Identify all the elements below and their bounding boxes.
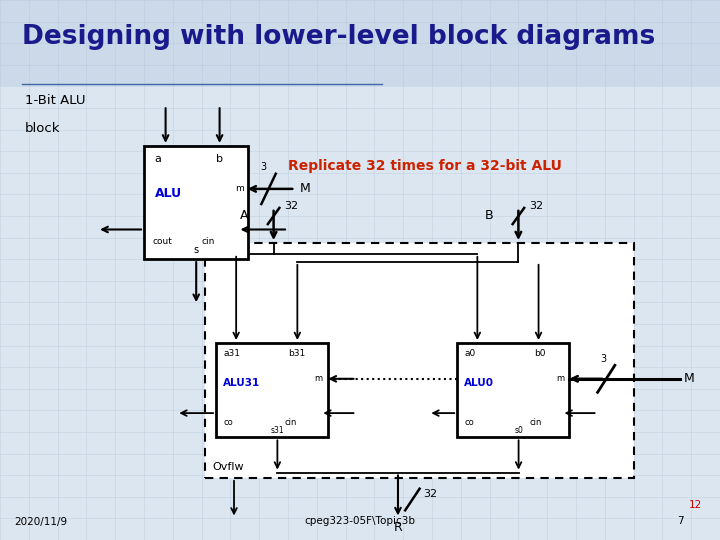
Text: m: m: [315, 374, 323, 383]
Text: b31: b31: [288, 349, 305, 359]
Text: 3: 3: [600, 354, 607, 364]
Text: 3: 3: [260, 161, 266, 172]
Text: cin: cin: [529, 417, 541, 427]
Text: Ovflw: Ovflw: [212, 462, 244, 472]
Text: M: M: [684, 372, 695, 386]
Text: s31: s31: [271, 426, 284, 435]
Text: ALU31: ALU31: [223, 377, 261, 388]
Text: 12: 12: [689, 500, 702, 510]
Text: A: A: [240, 210, 248, 222]
Text: Replicate 32 times for a 32-bit ALU: Replicate 32 times for a 32-bit ALU: [288, 159, 562, 173]
Bar: [205, 243, 634, 478]
Text: co: co: [464, 417, 474, 427]
Text: M: M: [300, 183, 311, 195]
Text: a: a: [155, 154, 162, 164]
Text: cout: cout: [153, 237, 173, 246]
Text: s: s: [194, 245, 199, 255]
Text: ALU: ALU: [155, 187, 182, 200]
Text: m: m: [235, 184, 244, 193]
Text: b: b: [216, 154, 223, 164]
Text: R: R: [394, 521, 402, 534]
Text: s0: s0: [514, 426, 523, 435]
Text: cpeg323-05F\Topic3b: cpeg323-05F\Topic3b: [305, 516, 415, 526]
Text: cin: cin: [284, 417, 297, 427]
Text: Designing with lower-level block diagrams: Designing with lower-level block diagram…: [22, 24, 655, 50]
Text: co: co: [223, 417, 233, 427]
Text: 2020/11/9: 2020/11/9: [14, 516, 68, 526]
Text: 32: 32: [529, 200, 544, 211]
Bar: [216, 343, 328, 437]
Bar: [0, 0, 720, 86]
Text: 32: 32: [284, 200, 299, 211]
Text: block: block: [25, 122, 60, 134]
Text: 32: 32: [423, 489, 437, 499]
Text: ALU0: ALU0: [464, 377, 495, 388]
Bar: [457, 343, 569, 437]
Text: a31: a31: [223, 349, 240, 359]
Text: B: B: [485, 210, 493, 222]
Text: 7: 7: [678, 516, 684, 526]
Text: b0: b0: [534, 349, 546, 359]
Text: m: m: [556, 374, 564, 383]
Text: cin: cin: [202, 237, 215, 246]
Bar: [144, 146, 248, 259]
Text: a0: a0: [464, 349, 476, 359]
Text: 1-Bit ALU: 1-Bit ALU: [25, 94, 86, 107]
